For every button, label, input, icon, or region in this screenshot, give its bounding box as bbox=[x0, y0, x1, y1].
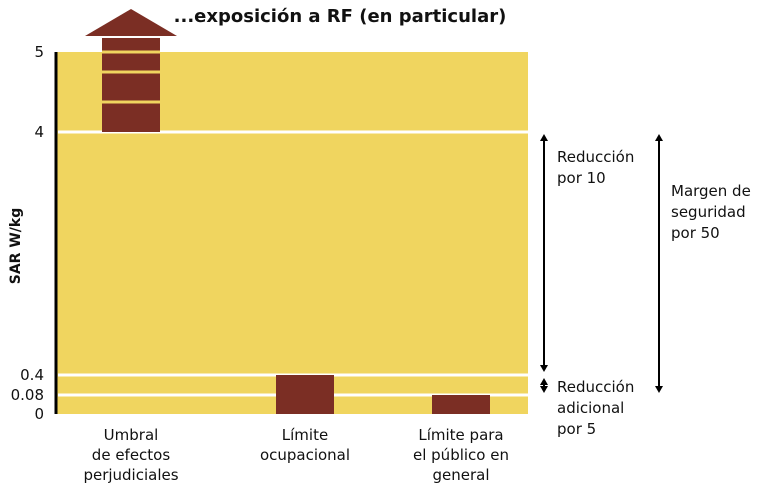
y-tick-label: 4 bbox=[34, 123, 44, 141]
bar bbox=[276, 375, 334, 414]
y-tick-label: 0.08 bbox=[11, 386, 44, 404]
bar-overflow-arrow bbox=[85, 9, 177, 36]
reduction-5-arrow bbox=[540, 378, 548, 393]
bar bbox=[432, 395, 490, 414]
category-label: Umbral bbox=[104, 426, 159, 444]
reduction-5-label: Reducción bbox=[557, 378, 634, 396]
y-tick-label: 5 bbox=[34, 43, 44, 61]
bars bbox=[85, 9, 490, 414]
safety-margin-label: Margen de bbox=[671, 182, 751, 200]
category-labels: Umbral de efectos perjudiciales Límite ocupa… bbox=[83, 426, 509, 484]
y-tick-labels: 00.08 0.4 4 5 bbox=[11, 43, 44, 423]
reduction-10-arrow bbox=[540, 134, 548, 372]
reduction-10-label: por 10 bbox=[557, 169, 606, 187]
category-label: el público en bbox=[413, 446, 509, 464]
category-label: perjudiciales bbox=[83, 466, 178, 484]
safety-margin-label: seguridad bbox=[671, 203, 746, 221]
range-arrows bbox=[540, 134, 663, 393]
reduction-5-label: por 5 bbox=[557, 420, 596, 438]
annotations: Reducción por 10 Reducción adicional por 5 Ma… bbox=[557, 148, 751, 438]
y-tick-label: 0 bbox=[34, 405, 44, 423]
chart-title: ...exposición a RF (en particular) bbox=[174, 6, 507, 27]
reduction-5-label: adicional bbox=[557, 399, 624, 417]
category-label: general bbox=[432, 466, 489, 484]
category-label: de efectos bbox=[92, 446, 171, 464]
category-label: ocupacional bbox=[260, 446, 350, 464]
bar bbox=[102, 38, 160, 132]
y-axis-label: SAR W/kg bbox=[8, 208, 24, 284]
category-label: Límite para bbox=[418, 426, 503, 444]
safety-margin-arrow bbox=[655, 134, 663, 393]
y-tick-label: 0.4 bbox=[20, 366, 44, 384]
reduction-10-label: Reducción bbox=[557, 148, 634, 166]
safety-margin-label: por 50 bbox=[671, 224, 720, 242]
category-label: Límite bbox=[282, 426, 328, 444]
